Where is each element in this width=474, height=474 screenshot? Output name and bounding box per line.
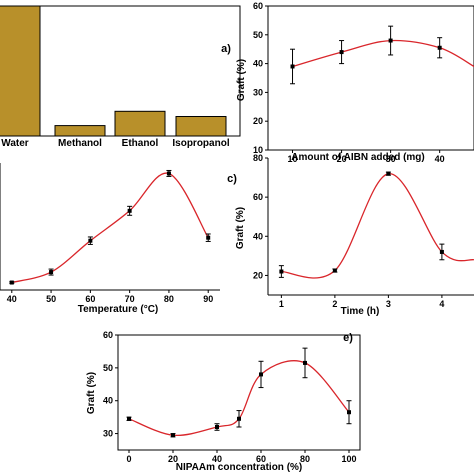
panel-d-data-point [332,268,337,273]
panel-b-y-tick-label: 30 [253,87,263,97]
panel-e-data-point [259,372,263,377]
panel-d-y-tick-label: 60 [253,192,263,202]
panel-d-y-axis-title: Graft (%) [235,207,246,249]
panel-b-y-tick-label: 50 [253,30,263,40]
panel-e-data-point [237,416,241,421]
panel-c-label: c) [227,173,237,185]
panel-e-y-tick-label: 30 [103,429,113,439]
panel-c-x-axis-title: Temperature (°C) [78,304,159,315]
panel-b-x-tick-label: 10 [288,154,298,164]
panel-e-x-axis-title: NIPAAm concentration (%) [176,462,303,473]
panel-b-y-tick-label: 10 [253,145,263,155]
panel-e-frame [117,334,361,451]
panel-b-frame [267,5,474,151]
panel-d-x-tick-label: 4 [439,299,444,309]
panel-b-y-tick-label: 40 [253,59,263,69]
panel-b-x-tick-label: 40 [435,154,445,164]
panel-d-series-line [281,173,474,279]
panel-d-x-tick-label: 3 [386,299,391,309]
panel-d-x-axis-title: Time (h) [341,306,380,317]
panel-b-data-point [437,45,442,50]
panel-b-y-tick-label: 60 [253,1,263,11]
panel-a-category-label: Methanol [58,138,102,149]
panel-e-y-tick-label: 40 [103,396,113,406]
panel-e-x-tick-label: 100 [341,454,356,464]
panel-b-data-point [290,64,295,69]
panel-d-x-tick-label: 2 [332,299,337,309]
panel-c-series-line [11,172,209,284]
panel-a-bar [54,125,106,137]
panel-a-bar [0,5,41,137]
panel-a-category-label: Ethanol [122,138,159,149]
panel-b-data-point [339,50,344,55]
panel-c-x-tick-label: 80 [164,294,174,304]
panel-c-data-point [49,270,54,275]
panel-e-label: e) [343,332,353,344]
panel-c-data-point [127,208,132,213]
panel-b-y-tick-label: 20 [253,116,263,126]
panel-c-data-point [9,280,14,285]
panel-e-data-point [303,360,307,365]
panel-c-x-tick-label: 70 [125,294,135,304]
panel-b-x-tick-label: 20 [337,154,347,164]
panel-e-y-tick-label: 50 [103,363,113,373]
panel-d-y-tick-label: 80 [253,153,263,163]
panel-a-category-label: Water [1,138,29,149]
panel-d-data-point [439,249,444,254]
panel-e-data-point [171,433,175,438]
panel-a-bar [114,110,166,137]
panel-e-x-tick-label: 0 [126,454,131,464]
panel-d-y-tick-label: 40 [253,231,263,241]
panel-a-label: a) [221,43,231,55]
panel-e-data-point [215,425,219,429]
panel-b-data-point [388,38,393,43]
panel-d-data-point [386,171,391,176]
panel-b-x-axis-title: Amount of AIBN added (mg) [291,152,425,163]
panel-c-x-tick-label: 40 [7,294,17,304]
panel-c-x-tick-label: 60 [85,294,95,304]
panel-e-data-point [127,416,131,421]
panel-e-x-tick-label: 80 [300,454,310,464]
panel-a-bar [175,116,227,137]
panel-e-data-point [347,410,351,415]
panel-a-category-label: Isopropanol [172,138,229,149]
panel-c-data-point [206,235,211,240]
panel-d-x-tick-label: 1 [279,299,284,309]
panel-b-series-line [292,39,474,68]
panel-e-x-tick-label: 40 [212,454,222,464]
panel-c-x-tick-label: 90 [203,294,213,304]
panel-e-y-tick-label: 60 [103,330,113,340]
panel-c-data-point [88,238,93,243]
panel-e-y-axis-title: Graft (%) [86,372,97,414]
panel-d-y-tick-label: 20 [253,270,263,280]
panel-c-data-point [166,171,171,176]
panel-d-data-point [279,269,284,274]
panel-c-x-tick-label: 50 [46,294,56,304]
panel-e-x-tick-label: 20 [168,454,178,464]
panel-b-y-axis-title: Graft (%) [236,59,247,101]
panel-e-x-tick-label: 60 [256,454,266,464]
panel-b-x-tick-label: 30 [386,154,396,164]
